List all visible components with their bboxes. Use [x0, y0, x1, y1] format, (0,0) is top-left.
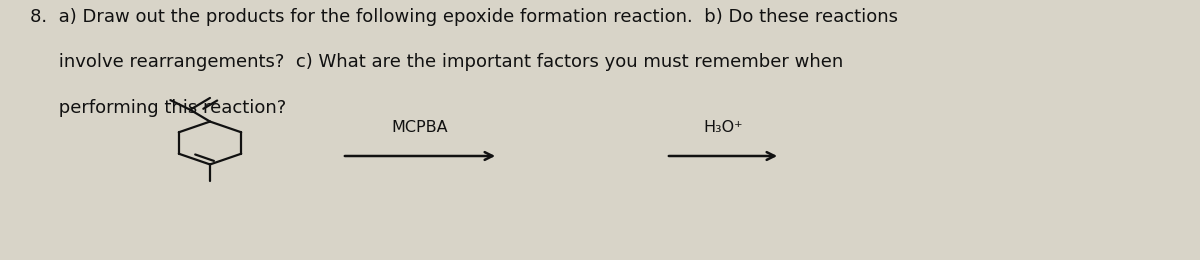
- Text: H₃O⁺: H₃O⁺: [703, 120, 743, 135]
- Text: 8.  a) Draw out the products for the following epoxide formation reaction.  b) D: 8. a) Draw out the products for the foll…: [30, 8, 898, 26]
- Text: performing this reaction?: performing this reaction?: [30, 99, 287, 117]
- Text: involve rearrangements?  c) What are the important factors you must remember whe: involve rearrangements? c) What are the …: [30, 53, 844, 71]
- Text: MCPBA: MCPBA: [391, 120, 449, 135]
